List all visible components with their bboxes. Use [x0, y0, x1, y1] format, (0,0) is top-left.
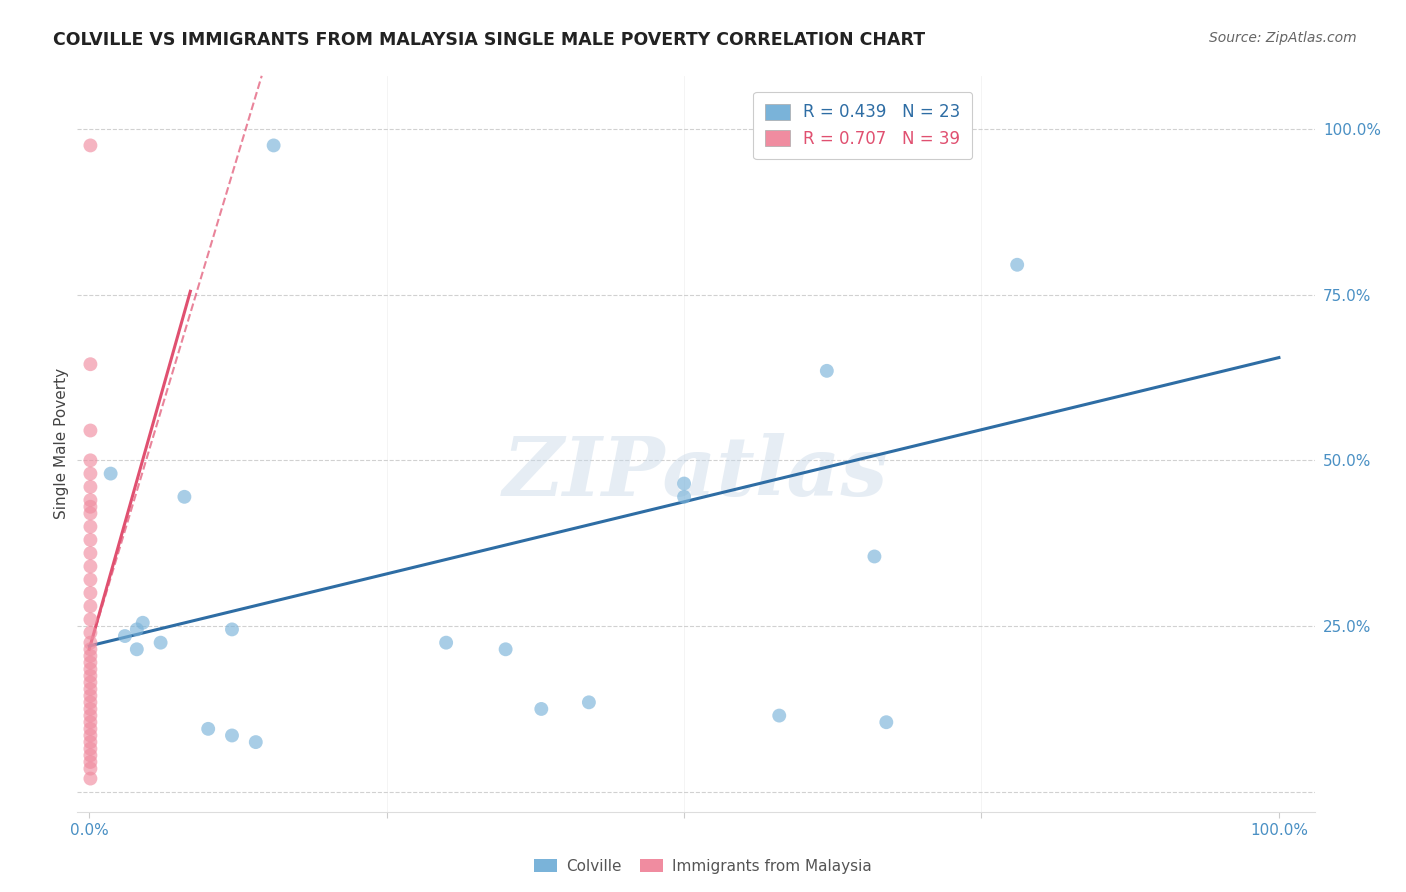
- Point: [79, 662, 101, 676]
- Point: [530, 702, 553, 716]
- Point: [221, 623, 243, 637]
- Point: [79, 681, 101, 696]
- Point: [79, 138, 101, 153]
- Point: [79, 695, 101, 709]
- Point: [79, 748, 101, 763]
- Point: [79, 559, 101, 574]
- Point: [79, 586, 101, 600]
- Point: [79, 612, 101, 626]
- Point: [79, 493, 101, 508]
- Point: [79, 480, 101, 494]
- Point: [79, 573, 101, 587]
- Point: [495, 642, 517, 657]
- Point: [79, 635, 101, 649]
- Point: [125, 623, 148, 637]
- Point: [79, 546, 101, 560]
- Point: [79, 648, 101, 663]
- Point: [79, 708, 101, 723]
- Point: [79, 507, 101, 521]
- Point: [79, 533, 101, 547]
- Point: [79, 772, 101, 786]
- Point: [79, 755, 101, 769]
- Point: [79, 741, 101, 756]
- Point: [79, 689, 101, 703]
- Point: [114, 629, 136, 643]
- Point: [768, 708, 790, 723]
- Point: [79, 729, 101, 743]
- Point: [100, 467, 122, 481]
- Point: [79, 656, 101, 670]
- Point: [79, 500, 101, 514]
- Y-axis label: Single Male Poverty: Single Male Poverty: [53, 368, 69, 519]
- Point: [79, 762, 101, 776]
- Point: [79, 702, 101, 716]
- Point: [132, 615, 155, 630]
- Point: [79, 669, 101, 683]
- Point: [863, 549, 886, 564]
- Point: [1005, 258, 1028, 272]
- Legend: R = 0.439   N = 23, R = 0.707   N = 39: R = 0.439 N = 23, R = 0.707 N = 39: [754, 92, 972, 159]
- Point: [79, 625, 101, 640]
- Point: [875, 715, 897, 730]
- Point: [434, 635, 457, 649]
- Point: [79, 715, 101, 730]
- Text: ZIPatlas: ZIPatlas: [503, 434, 889, 513]
- Point: [79, 467, 101, 481]
- Text: COLVILLE VS IMMIGRANTS FROM MALAYSIA SINGLE MALE POVERTY CORRELATION CHART: COLVILLE VS IMMIGRANTS FROM MALAYSIA SIN…: [53, 31, 925, 49]
- Point: [79, 642, 101, 657]
- Point: [79, 519, 101, 533]
- Point: [673, 490, 696, 504]
- Point: [673, 476, 696, 491]
- Point: [197, 722, 219, 736]
- Point: [79, 675, 101, 690]
- Legend: Colville, Immigrants from Malaysia: Colville, Immigrants from Malaysia: [529, 853, 877, 880]
- Point: [79, 424, 101, 438]
- Point: [79, 735, 101, 749]
- Point: [79, 357, 101, 371]
- Point: [149, 635, 172, 649]
- Text: Source: ZipAtlas.com: Source: ZipAtlas.com: [1209, 31, 1357, 45]
- Point: [79, 599, 101, 614]
- Point: [79, 453, 101, 467]
- Point: [815, 364, 838, 378]
- Point: [79, 722, 101, 736]
- Point: [578, 695, 600, 709]
- Point: [221, 729, 243, 743]
- Point: [125, 642, 148, 657]
- Point: [263, 138, 285, 153]
- Point: [245, 735, 267, 749]
- Point: [173, 490, 195, 504]
